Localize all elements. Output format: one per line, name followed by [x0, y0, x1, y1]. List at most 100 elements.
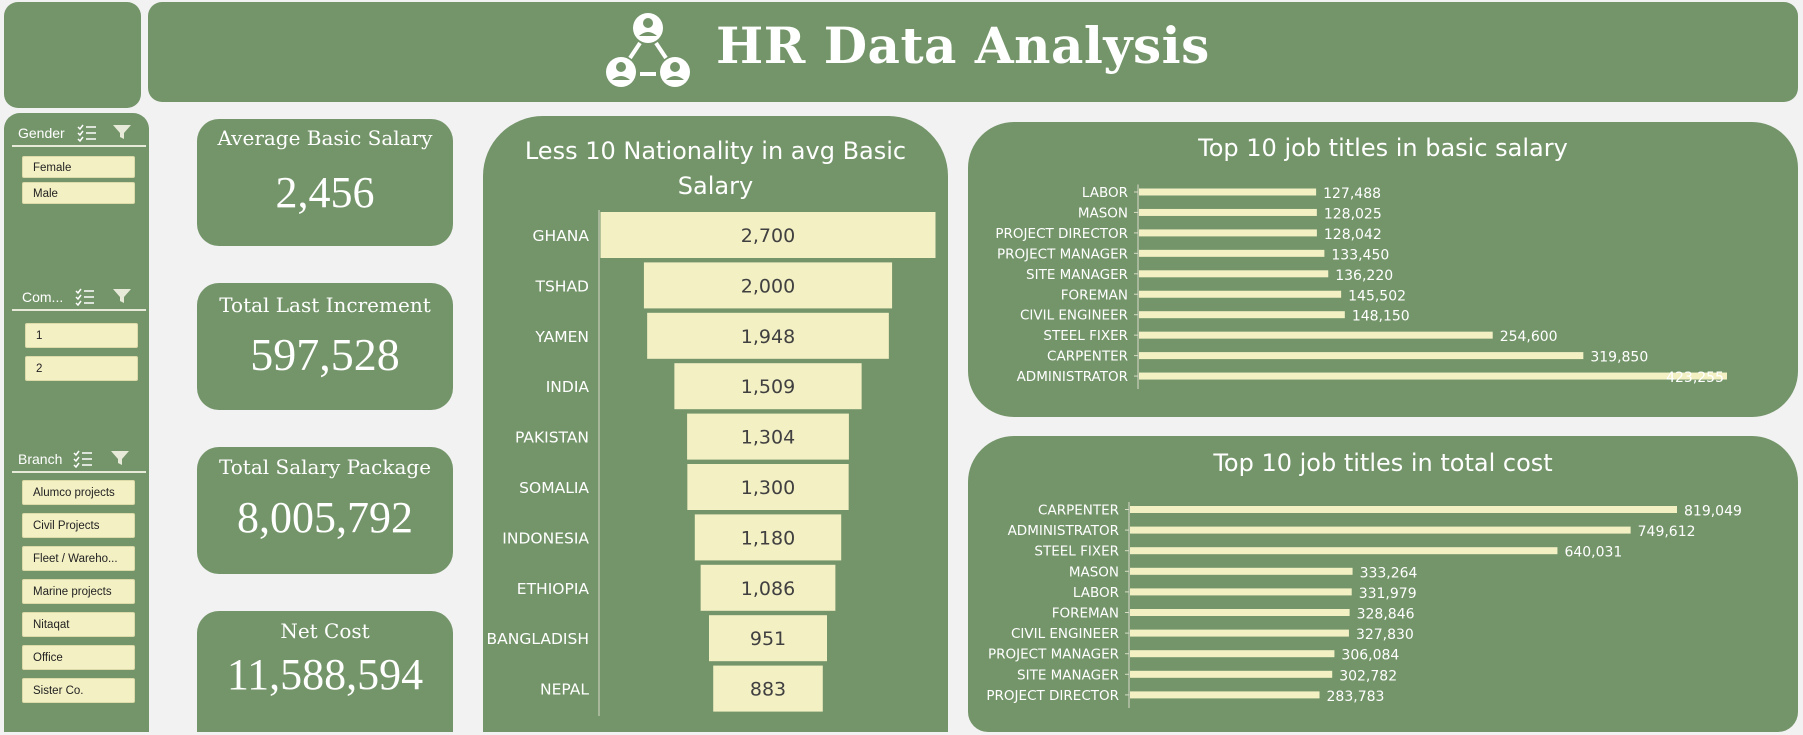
multi-select-icon[interactable]: [72, 448, 94, 471]
slicer-label: Branch: [18, 451, 63, 467]
category-label: ADMINISTRATOR: [1017, 369, 1128, 385]
bar: [1139, 208, 1317, 216]
bar: [1130, 506, 1677, 513]
funnel-bar: [674, 363, 862, 410]
funnel-bar: [713, 665, 823, 712]
funnel-category-label: GHANA: [533, 227, 590, 245]
bar: [1139, 229, 1317, 237]
data-label: 306,084: [1341, 648, 1399, 664]
funnel-bar: [700, 564, 836, 611]
funnel-bar: [600, 212, 936, 258]
kpi-value: 597,528: [250, 329, 400, 380]
bar: [1139, 290, 1342, 298]
bar: [1130, 609, 1350, 616]
category-label: FOREMAN: [1052, 606, 1119, 622]
people-network-icon: [603, 8, 693, 102]
category-label: SITE MANAGER: [1026, 267, 1128, 283]
bar: [1139, 372, 1727, 380]
slicer-item-branch[interactable]: Sister Co.: [22, 678, 135, 703]
slicer-item-company-1[interactable]: 1: [25, 323, 138, 348]
category-label: MASON: [1078, 205, 1128, 221]
bar: [1130, 567, 1353, 575]
nationality-funnel-panel: Less 10 Nationality in avg Basic Salary …: [483, 116, 948, 732]
data-label: 749,612: [1638, 524, 1696, 540]
slicer-item-branch[interactable]: Civil Projects: [22, 513, 135, 538]
data-label: 319,850: [1590, 350, 1648, 366]
kpi-value: 8,005,792: [237, 493, 413, 542]
data-label: 819,049: [1684, 504, 1742, 520]
kpi-total-last-increment: Total Last Increment 597,528: [197, 283, 453, 410]
bar: [1130, 650, 1335, 658]
category-label: LABOR: [1073, 585, 1119, 601]
funnel-category-label: INDONESIA: [502, 529, 589, 547]
category-label: PROJECT DIRECTOR: [995, 226, 1128, 242]
data-label: 127,488: [1323, 186, 1381, 202]
data-label: 423,255: [1666, 370, 1724, 386]
logo-box: [4, 2, 141, 108]
multi-select-icon[interactable]: [74, 286, 96, 309]
slicer-item-branch[interactable]: Office: [22, 645, 135, 670]
funnel-category-label: INDIA: [546, 378, 590, 396]
data-label: 302,782: [1339, 668, 1397, 684]
kpi-average-basic-salary: Average Basic Salary 2,456: [197, 119, 453, 246]
slicer-item-branch[interactable]: Fleet / Wareho...: [22, 546, 135, 571]
category-label: CIVIL ENGINEER: [1011, 626, 1119, 642]
bar: [1139, 270, 1329, 278]
bar: [1139, 331, 1493, 339]
funnel-data-label: 2,700: [741, 225, 795, 247]
funnel-category-label: BANGLADISH: [487, 630, 589, 648]
category-label: STEEL FIXER: [1034, 544, 1119, 560]
total-cost-panel: Top 10 job titles in total cost CARPENTE…: [968, 436, 1798, 732]
slicer-panel: Gender Female Male Com... 1 2 Branch: [4, 113, 149, 732]
data-label: 283,783: [1327, 689, 1385, 705]
category-label: PROJECT MANAGER: [988, 647, 1119, 663]
kpi-label: Total Last Increment: [219, 293, 431, 317]
clear-filter-icon[interactable]: [112, 123, 132, 144]
kpi-total-salary-package: Total Salary Package 8,005,792: [197, 447, 453, 574]
bar: [1130, 526, 1631, 534]
data-label: 148,150: [1352, 309, 1410, 325]
slicer-header: Branch: [12, 445, 146, 473]
data-label: 128,042: [1324, 227, 1382, 243]
data-label: 333,264: [1360, 565, 1418, 581]
basic-salary-panel: Top 10 job titles in basic salary LABOR 1…: [968, 122, 1798, 417]
funnel-category-label: TSHAD: [534, 277, 589, 295]
data-label: 133,450: [1331, 247, 1389, 263]
category-label: PROJECT DIRECTOR: [986, 688, 1119, 704]
slicer-header: Gender: [12, 119, 146, 147]
slicer-label: Gender: [18, 125, 65, 141]
funnel-category-label: NEPAL: [540, 681, 589, 699]
category-label: STEEL FIXER: [1043, 328, 1128, 344]
data-label: 254,600: [1500, 329, 1558, 345]
slicer-item-branch[interactable]: Marine projects: [22, 579, 135, 604]
basic-salary-bar-chart: LABOR 127,488 MASON 128,025 PROJECT DIRECTOR…: [995, 184, 1727, 389]
slicer-item-female[interactable]: Female: [22, 156, 135, 178]
slicer-item-branch[interactable]: Alumco projects: [22, 480, 135, 505]
clear-filter-icon[interactable]: [110, 449, 130, 470]
bar: [1130, 547, 1558, 555]
slicer-header: Com...: [12, 283, 146, 311]
branch-slicer: Branch Alumco projects Civil Projects Fl…: [12, 445, 146, 735]
category-label: ADMINISTRATOR: [1008, 523, 1119, 539]
bar: [1130, 629, 1349, 637]
company-slicer: Com... 1 2: [12, 283, 146, 383]
funnel-data-label: 1,948: [741, 326, 795, 348]
funnel-category-label: ETHIOPIA: [517, 580, 590, 598]
bar: [1130, 691, 1320, 699]
data-label: 136,220: [1335, 268, 1393, 284]
funnel-data-label: 883: [750, 679, 786, 701]
slicer-item-company-2[interactable]: 2: [25, 356, 138, 381]
slicer-item-male[interactable]: Male: [22, 182, 135, 204]
data-label: 145,502: [1348, 288, 1406, 304]
multi-select-icon[interactable]: [76, 122, 98, 145]
funnel-data-label: 951: [750, 628, 786, 650]
data-label: 327,830: [1356, 627, 1414, 643]
kpi-net-cost: Net Cost 11,588,594: [197, 611, 453, 732]
clear-filter-icon[interactable]: [112, 287, 132, 308]
data-label: 640,031: [1564, 545, 1622, 561]
funnel-bar: [643, 262, 893, 309]
data-label: 328,846: [1357, 607, 1415, 623]
category-label: CARPENTER: [1038, 503, 1119, 519]
funnel-bar: [647, 312, 889, 359]
slicer-item-branch[interactable]: Nitaqat: [22, 612, 135, 637]
